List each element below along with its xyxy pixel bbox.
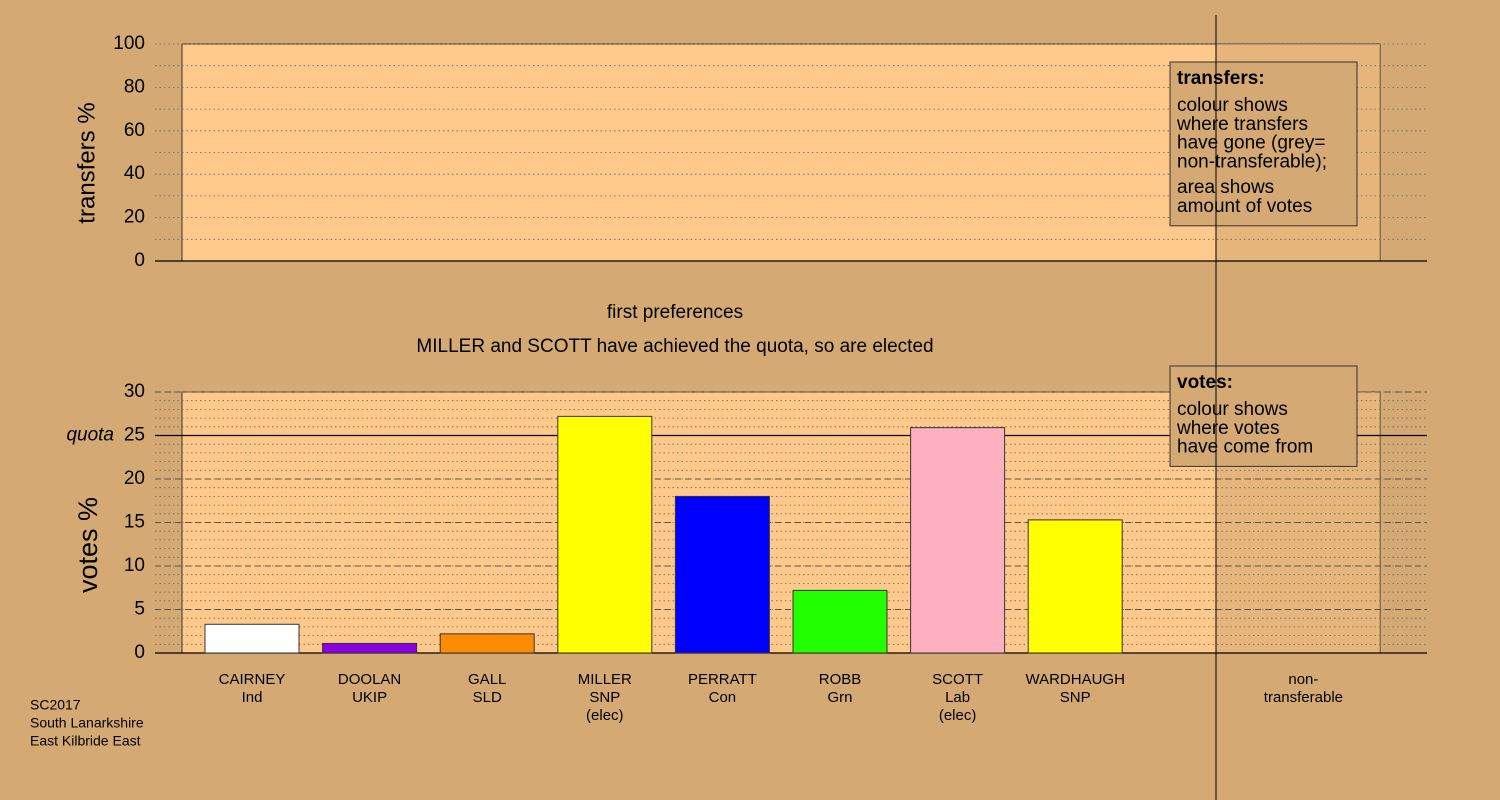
x-tick-label: SCOTT — [932, 671, 983, 688]
y-tick-label: 15 — [124, 512, 145, 533]
note-box — [1169, 61, 1358, 227]
x-tick-label: SNP — [589, 689, 620, 706]
note-text: colour shows — [1177, 399, 1288, 420]
bar — [322, 642, 418, 654]
note-heading: votes: — [1177, 372, 1233, 393]
x-tick-label: Grn — [827, 689, 852, 706]
note-heading: transfers: — [1177, 68, 1265, 89]
source-text: South Lanarkshire — [30, 715, 144, 731]
x-tick-label: UKIP — [352, 689, 387, 706]
quota-label: quota — [66, 425, 114, 446]
note-text: where votes — [1176, 418, 1279, 439]
x-tick-label: PERRATT — [688, 671, 757, 688]
bar — [1027, 519, 1123, 654]
y-tick-label: 5 — [134, 599, 145, 620]
y-tick-label: 10 — [124, 555, 145, 576]
x-tick-label: DOOLAN — [338, 671, 401, 688]
bar — [439, 633, 535, 654]
note-text: colour shows — [1177, 95, 1288, 116]
x-tick-label: ROBB — [819, 671, 862, 688]
note-text: where transfers — [1176, 114, 1308, 135]
note-box — [1169, 365, 1358, 467]
note-text: have come from — [1177, 437, 1313, 458]
chart-title: first preferences — [607, 302, 743, 323]
x-tick-label: non- — [1288, 671, 1318, 688]
note-text: non-transferable); — [1177, 151, 1327, 172]
note-text: have gone (grey= — [1177, 133, 1325, 154]
chart-subtitle: MILLER and SCOTT have achieved the quota… — [416, 336, 933, 357]
y-tick-label: 60 — [124, 120, 145, 141]
y-axis-label: votes % — [73, 497, 103, 593]
note-text: amount of votes — [1177, 196, 1312, 217]
bar — [204, 623, 300, 654]
x-tick-label: GALL — [468, 671, 506, 688]
y-tick-label: 40 — [124, 163, 145, 184]
source-text: SC2017 — [30, 697, 81, 713]
y-tick-label: 20 — [124, 207, 145, 228]
x-tick-label: SLD — [473, 689, 502, 706]
bar — [910, 427, 1006, 654]
bar — [557, 415, 653, 654]
x-tick-label: WARDHAUGH — [1025, 671, 1124, 688]
y-tick-label: 30 — [124, 381, 145, 402]
y-tick-label: 0 — [134, 250, 145, 271]
y-tick-label: 25 — [124, 425, 145, 446]
x-tick-label: transferable — [1264, 689, 1343, 706]
y-tick-label: 100 — [113, 33, 145, 54]
y-axis-label: transfers % — [73, 102, 100, 223]
x-tick-label: Con — [709, 689, 737, 706]
x-tick-label: SNP — [1060, 689, 1091, 706]
x-tick-label: (elec) — [939, 707, 977, 724]
bar — [674, 495, 770, 654]
note-text: area shows — [1177, 177, 1274, 198]
source-text: East Kilbride East — [30, 733, 141, 749]
x-tick-label: Lab — [945, 689, 970, 706]
x-tick-label: MILLER — [578, 671, 632, 688]
y-tick-label: 20 — [124, 468, 145, 489]
x-tick-label: Ind — [242, 689, 263, 706]
x-tick-label: (elec) — [586, 707, 624, 724]
bar — [792, 589, 888, 654]
y-tick-label: 0 — [134, 642, 145, 663]
x-tick-label: CAIRNEY — [219, 671, 286, 688]
y-tick-label: 80 — [124, 76, 145, 97]
